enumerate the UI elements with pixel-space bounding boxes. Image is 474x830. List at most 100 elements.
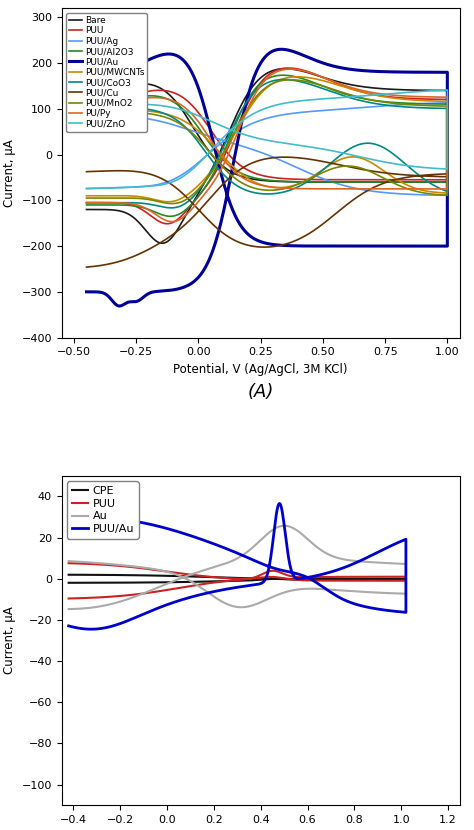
Bare (377, 84, 383, 94)
PUU/ZnO (83, 100, 89, 110)
PUU/Au (365, 553, 370, 563)
PU/Py (309, 183, 314, 193)
PU/Py (169, 217, 175, 227)
Au (364, 557, 370, 567)
PUU/MnO2 (228, 170, 234, 180)
PUU/Au (241, 225, 247, 235)
PUU (277, 573, 283, 583)
Au (277, 589, 283, 599)
PUU/ZnO (83, 183, 89, 193)
PUU/CoO3 (403, 102, 409, 112)
Line: PUU/MWCNTs: PUU/MWCNTs (86, 77, 447, 202)
PUU/Au (277, 499, 283, 509)
PUU/MWCNTs (83, 191, 89, 201)
PUU (228, 152, 234, 162)
PU/Py (241, 173, 247, 183)
Line: CPE: CPE (69, 574, 406, 583)
PUU/MWCNTs (157, 196, 163, 206)
PUU/Au (88, 624, 94, 634)
PUU/MWCNTs (165, 197, 171, 207)
Au (339, 554, 345, 564)
PUU/Au (201, 535, 207, 545)
Y-axis label: Current, μA: Current, μA (3, 607, 16, 674)
PUU/ZnO (309, 142, 315, 152)
PUU/CoO3 (309, 174, 314, 184)
PUU/Au (117, 301, 123, 311)
PUU/Cu (282, 152, 288, 162)
Bare (228, 167, 234, 177)
PU/Py (377, 89, 383, 99)
PUU/Ag (445, 98, 450, 108)
PUU/ZnO (402, 87, 408, 97)
PUU/Ag (402, 100, 408, 110)
PUU (83, 198, 89, 208)
PUU/Al2O3 (309, 177, 314, 187)
Au (66, 556, 72, 566)
Bare (309, 177, 314, 187)
PUU/ZnO (229, 125, 235, 135)
PUU/Au (276, 564, 282, 574)
PUU/Ag (309, 169, 314, 179)
PUU/Au (66, 510, 72, 520)
PUU/CoO3 (157, 202, 163, 212)
PUU (339, 572, 345, 582)
PUU/MnO2 (83, 106, 89, 116)
PUU/MWCNTs (309, 173, 314, 183)
PUU (363, 572, 369, 582)
Line: PUU/Al2O3: PUU/Al2O3 (86, 76, 447, 217)
PUU (66, 559, 72, 569)
Au (282, 520, 287, 530)
Bare (160, 238, 165, 248)
PUU/Au (213, 540, 219, 549)
CPE (66, 578, 72, 588)
PUU/Au (66, 621, 72, 631)
PUU/Al2O3 (280, 71, 286, 81)
PUU/Cu (83, 167, 89, 177)
PUU/Al2O3 (241, 169, 247, 179)
PUU/Au (158, 286, 164, 296)
CPE (135, 578, 140, 588)
PUU/Au (403, 67, 409, 77)
PUU/Ag (157, 179, 163, 189)
PUU/Au (228, 201, 234, 211)
PUU/Cu (402, 170, 408, 180)
Au (66, 604, 72, 614)
Line: PUU/Au: PUU/Au (69, 504, 406, 629)
Legend: CPE, PUU, Au, PUU/Au: CPE, PUU, Au, PUU/Au (67, 481, 139, 539)
PUU/Au (309, 241, 314, 251)
PU/Py (83, 101, 89, 111)
PUU (403, 93, 409, 103)
PUU/Au (83, 75, 89, 85)
Legend: Bare, PUU, PUU/Ag, PUU/Al2O3, PUU/Au, PUU/MWCNTs, PUU/CoO3, PUU/Cu, PUU/MnO2, PU: Bare, PUU, PUU/Ag, PUU/Al2O3, PUU/Au, PU… (66, 12, 147, 132)
PUU (164, 219, 170, 229)
Line: PUU/CoO3: PUU/CoO3 (86, 80, 447, 208)
Au (201, 585, 207, 595)
CPE (202, 572, 208, 582)
PUU/Au (377, 66, 383, 76)
PUU/CoO3 (241, 184, 247, 194)
PUU (66, 593, 72, 603)
X-axis label: Potential, V (Ag/AgCl, 3M KCl): Potential, V (Ag/AgCl, 3M KCl) (173, 363, 348, 376)
Line: PUU: PUU (86, 68, 447, 224)
PUU/Cu (83, 262, 89, 272)
PUU/MnO2 (377, 96, 383, 106)
PUU/Au (83, 287, 89, 297)
PUU/Cu (229, 234, 235, 244)
Line: PUU/Au: PUU/Au (86, 49, 447, 306)
PUU/MnO2 (403, 100, 409, 110)
Line: PUU: PUU (69, 564, 406, 598)
PUU (286, 63, 292, 73)
PUU/MWCNTs (241, 171, 247, 181)
CPE (66, 569, 72, 579)
Line: PUU/Ag: PUU/Ag (86, 103, 447, 195)
PUU/Cu (157, 238, 163, 248)
PUU/MWCNTs (403, 95, 409, 105)
PUU/Al2O3 (377, 96, 383, 106)
Line: PUU/Cu: PUU/Cu (86, 157, 447, 267)
PUU/Cu (309, 227, 315, 237)
PUU/CoO3 (83, 102, 89, 112)
PUU/MnO2 (309, 173, 314, 183)
Au (214, 593, 219, 603)
PUU/ZnO (157, 180, 163, 190)
PUU/CoO3 (168, 203, 174, 212)
